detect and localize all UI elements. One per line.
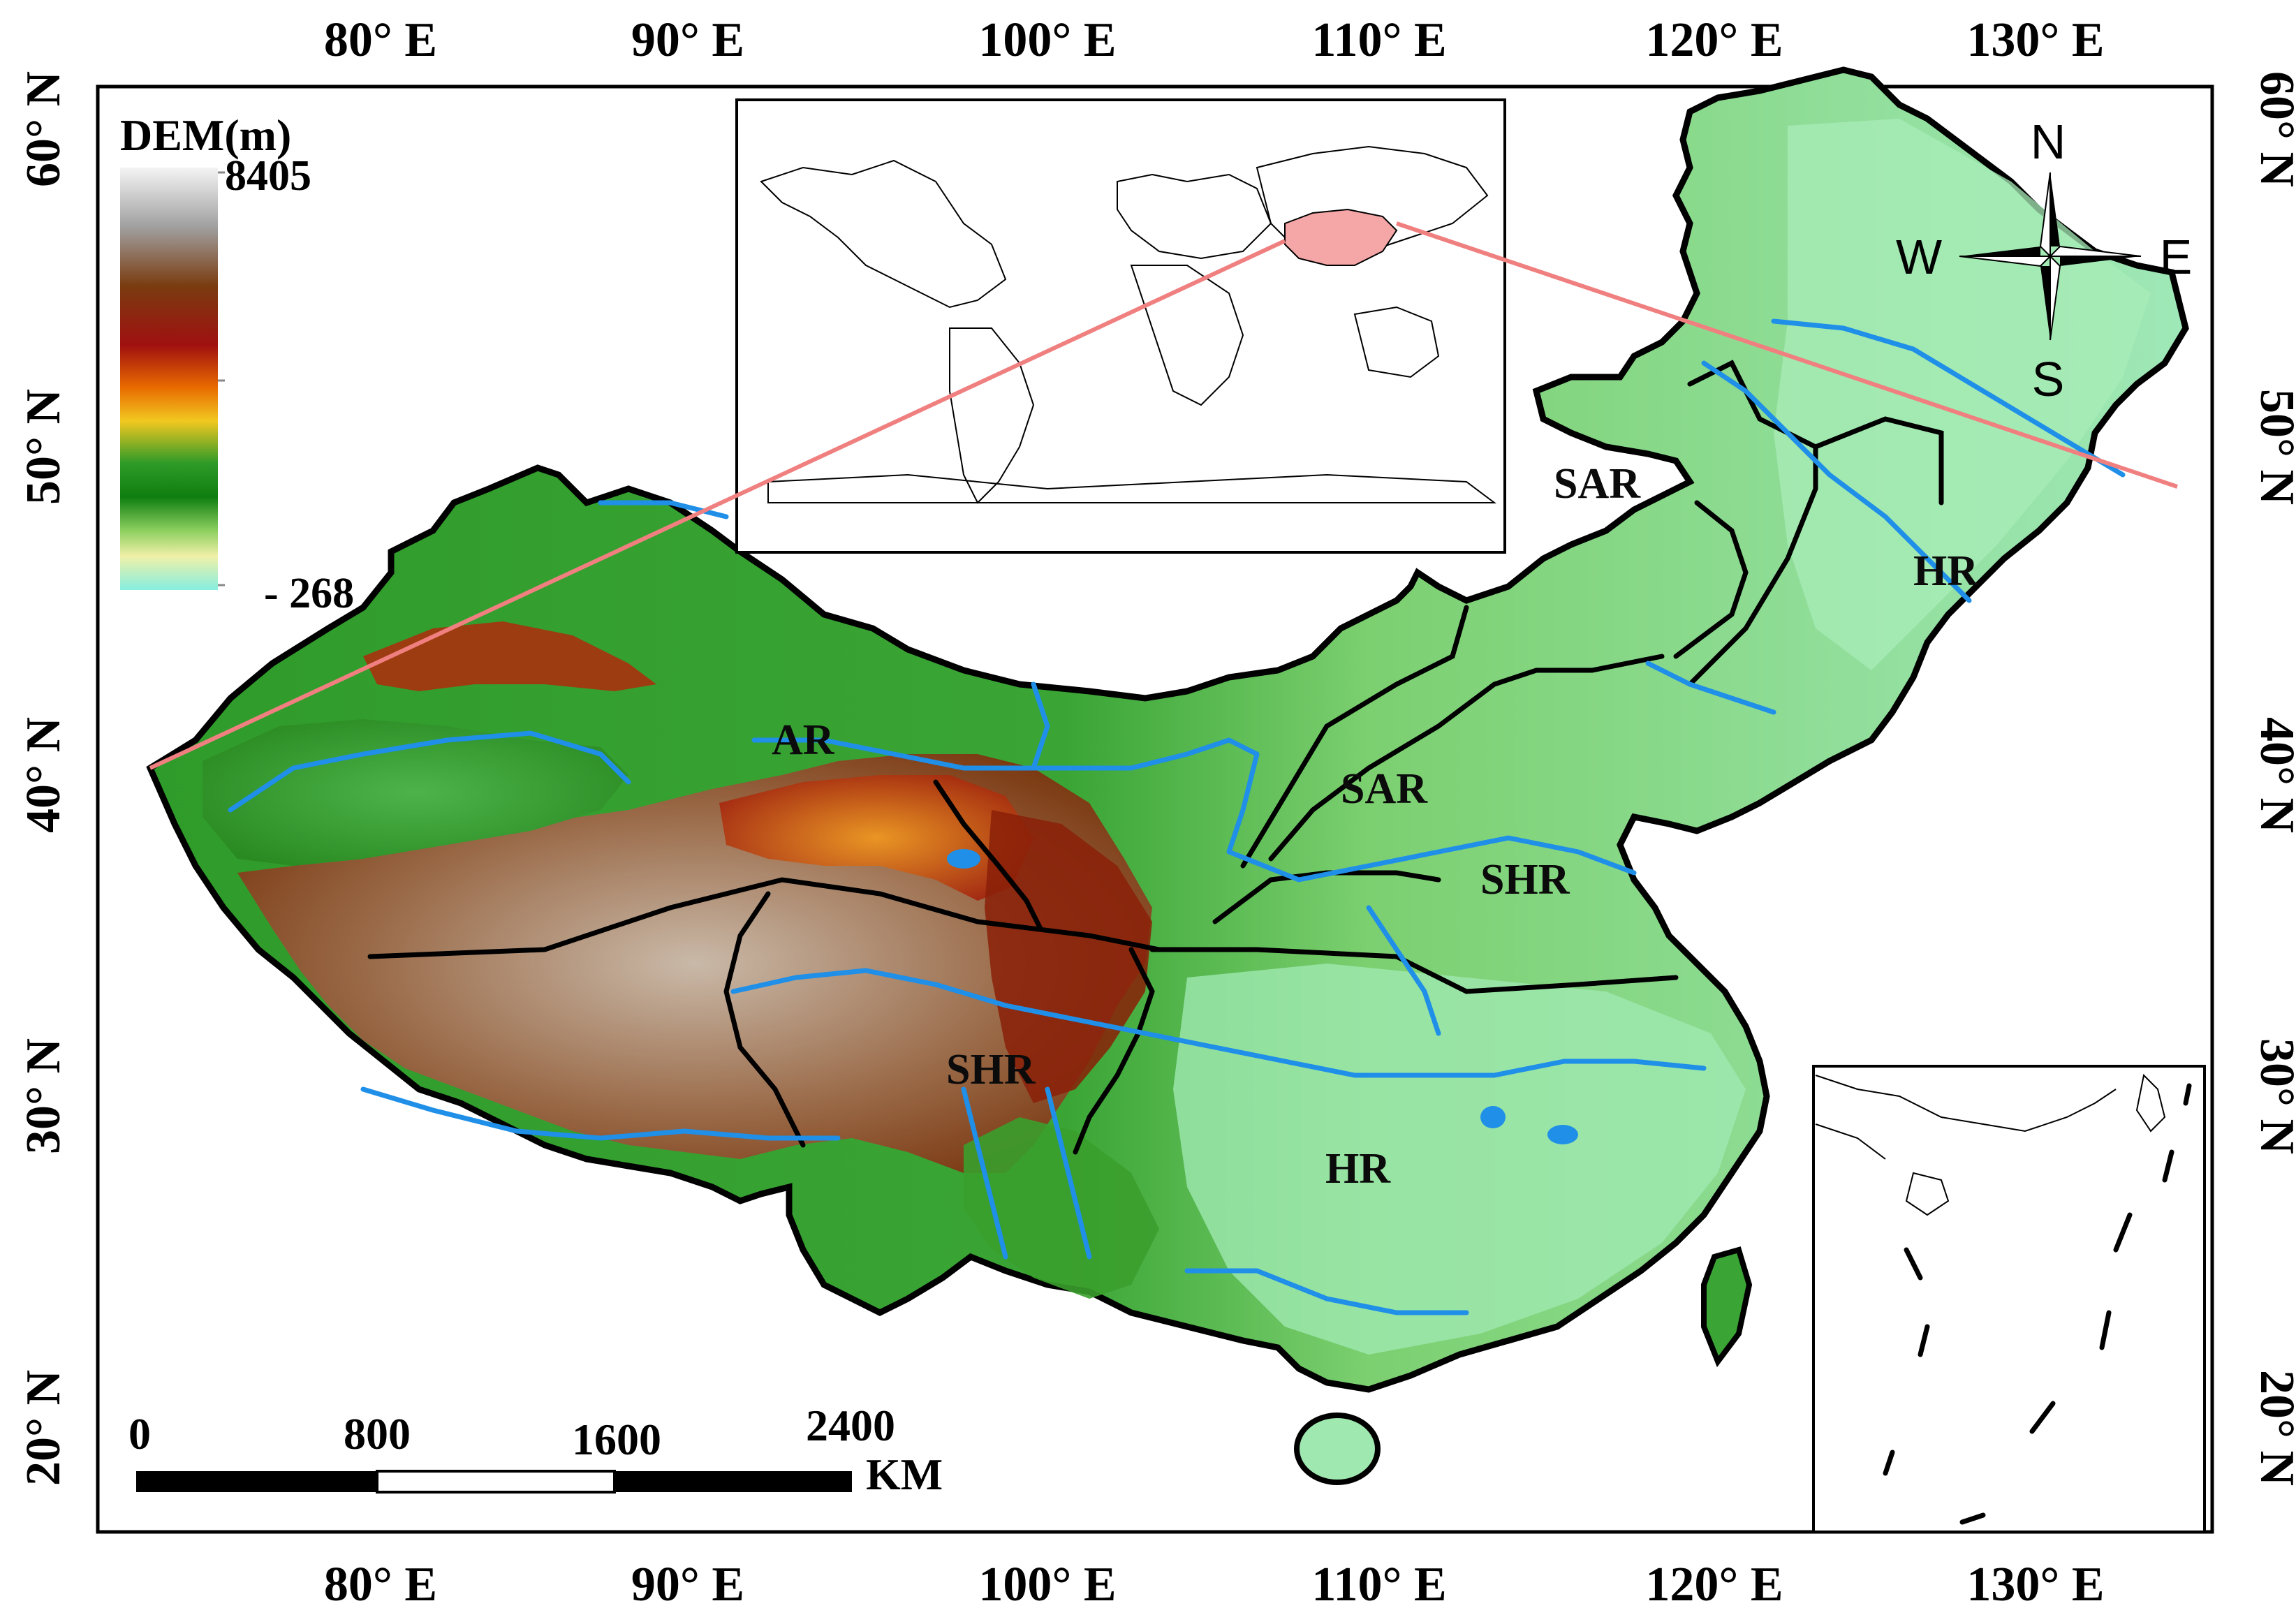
- legend-color-bar: [120, 168, 218, 590]
- scale-unit: KM: [866, 1450, 943, 1499]
- river: [1031, 681, 1050, 771]
- china-landmass: [146, 66, 2189, 1485]
- scs-inset-frame: [1812, 1065, 2206, 1533]
- lake: [1480, 1106, 1506, 1128]
- compass-label-s: S: [2032, 352, 2065, 406]
- boundary-line: [1240, 605, 1469, 869]
- boundary-line: [723, 891, 806, 1148]
- lon-label: 90° E: [631, 1558, 744, 1612]
- lat-label: 60° N: [2250, 71, 2296, 187]
- tianshan-mountains: [363, 621, 656, 691]
- lon-label: 80° E: [324, 13, 437, 67]
- lon-label: 130° E: [1966, 13, 2104, 67]
- compass-label-n: N: [2031, 115, 2066, 169]
- region-label-sar-northeast: SAR: [1554, 460, 1641, 508]
- river: [1701, 360, 1972, 603]
- lat-label: 30° N: [17, 1038, 71, 1154]
- river: [228, 730, 631, 813]
- south-china-sea-inset: [1812, 1065, 2206, 1533]
- lon-label: 120° E: [1645, 13, 1783, 67]
- dem-legend: DEM(m) 8405 - 268: [120, 110, 354, 617]
- scale-segment-2: [376, 1470, 616, 1494]
- lat-label: 50° N: [2250, 389, 2296, 505]
- taiwan-island: [1701, 1246, 1753, 1368]
- river-network: [228, 318, 2126, 1315]
- scale-tick-0: 0: [128, 1409, 151, 1459]
- boundary-line: [367, 877, 1162, 959]
- river: [598, 500, 729, 519]
- hainan-island: [1294, 1413, 1381, 1485]
- scale-tick-2400: 2400: [806, 1401, 895, 1450]
- southwest-mountains: [964, 1117, 1159, 1299]
- scale-segment-1: [136, 1471, 377, 1492]
- region-labels: AR SAR SAR SHR SHR HR HR: [772, 460, 1979, 1193]
- east-plateau-edge: [985, 810, 1152, 1103]
- lon-label: 90° E: [631, 13, 744, 67]
- river: [961, 1086, 1008, 1260]
- region-label-hr-northeast: HR: [1913, 547, 1979, 595]
- bottom-longitude-labels: 80° E 90° E 100° E 110° E 120° E 130° E: [324, 1558, 2105, 1612]
- boundary-line: [1813, 416, 1944, 506]
- lat-label: 60° N: [17, 71, 71, 187]
- world-inset: [735, 98, 1506, 554]
- right-latitude-labels: 60° N 50° N 40° N 30° N 20° N: [2250, 71, 2296, 1486]
- river: [1645, 661, 1776, 715]
- legend-min-value: - 268: [264, 570, 354, 617]
- river: [1771, 318, 2126, 478]
- scale-segment-3: [615, 1471, 852, 1492]
- scale-tick-800: 800: [344, 1409, 411, 1459]
- lon-label: 120° E: [1645, 1558, 1783, 1612]
- region-label-sar-north: SAR: [1341, 765, 1428, 813]
- scale-bar: 0 800 1600 2400 KM: [128, 1401, 943, 1499]
- compass-rose: N S E W: [1896, 115, 2192, 406]
- boundary-line: [1149, 947, 1679, 994]
- region-label-shr-southwest: SHR: [946, 1046, 1036, 1093]
- region-label-shr-east: SHR: [1480, 856, 1570, 904]
- lake: [947, 849, 980, 869]
- region-label-ar: AR: [772, 716, 835, 764]
- region-label-hr-south: HR: [1325, 1145, 1391, 1193]
- river: [1045, 1086, 1092, 1260]
- lon-label: 100° E: [978, 13, 1116, 67]
- lakes: [947, 849, 1578, 1144]
- river: [1366, 905, 1441, 1036]
- legend-max-value: 8405: [225, 152, 311, 200]
- lat-label: 30° N: [2250, 1038, 2296, 1154]
- connector-line-right: [1396, 221, 2178, 489]
- top-longitude-labels: 80° E 90° E 100° E 110° E 120° E 130° E: [324, 13, 2105, 67]
- lat-label: 50° N: [17, 389, 71, 505]
- lat-label: 20° N: [2250, 1370, 2296, 1486]
- boundary-line: [933, 779, 1043, 931]
- compass-label-w: W: [1896, 230, 1942, 284]
- scs-coastline: [1815, 1073, 2166, 1216]
- lon-label: 80° E: [324, 1558, 437, 1612]
- compass-label-e: E: [2160, 230, 2193, 284]
- inset-connectors: [149, 221, 2178, 770]
- tarim-basin: [203, 719, 628, 866]
- boundary-line: [1073, 947, 1155, 1155]
- boundary-line: [1687, 360, 1818, 687]
- china-highlight: [1284, 208, 1398, 266]
- lon-label: 100° E: [978, 1558, 1116, 1612]
- lake: [1547, 1125, 1578, 1144]
- river: [1184, 1268, 1469, 1315]
- lat-label: 40° N: [2250, 717, 2296, 833]
- river: [751, 737, 1637, 883]
- boundary-line: [1673, 500, 1749, 659]
- connector-line-left: [149, 239, 1286, 770]
- lon-label: 110° E: [1311, 1558, 1446, 1612]
- scale-tick-1600: 1600: [572, 1415, 661, 1464]
- lat-label: 40° N: [17, 717, 71, 833]
- lat-label: 20° N: [17, 1370, 71, 1486]
- lon-label: 130° E: [1966, 1558, 2104, 1612]
- left-latitude-labels: 60° N 50° N 40° N 30° N 20° N: [17, 71, 71, 1486]
- boundary-line: [1268, 654, 1665, 862]
- river: [730, 968, 1707, 1078]
- nine-dash-line: [1883, 1083, 2192, 1525]
- legend-title: DEM(m): [120, 110, 291, 160]
- river: [360, 1086, 841, 1141]
- lon-label: 110° E: [1311, 13, 1446, 67]
